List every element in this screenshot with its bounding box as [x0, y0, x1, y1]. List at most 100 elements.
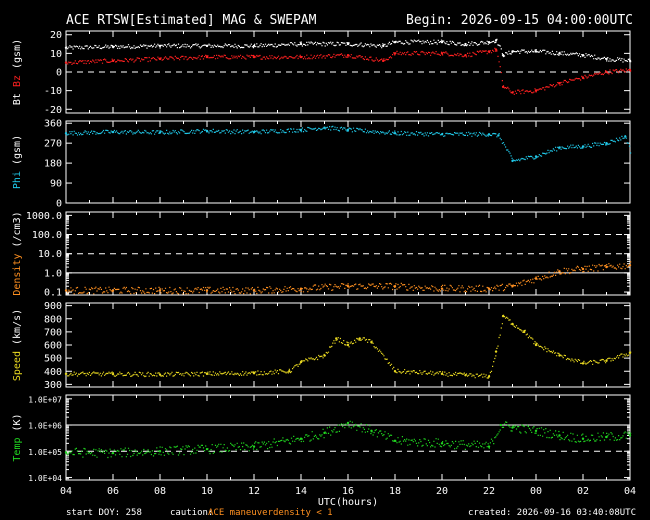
y-tick-label: 100.0: [32, 230, 62, 241]
data-point: [605, 265, 608, 269]
series-scatter: [66, 261, 632, 295]
y-tick-label: 1000.0: [26, 211, 62, 222]
data-point: [440, 442, 444, 445]
start-doy: start DOY: 258: [66, 508, 142, 518]
data-point: [628, 434, 632, 437]
y-axis-label-part: (km/s): [12, 309, 23, 351]
data-point: [605, 141, 608, 145]
data-point: [252, 44, 256, 48]
begin-timestamp: Begin: 2026-09-15 04:00:00UTC: [406, 13, 633, 28]
y-tick-label: -20: [44, 105, 62, 116]
data-point: [464, 42, 467, 46]
data-point: [158, 450, 162, 453]
x-axis: 04 06 08 10 12 14 16 18 20 22 00 02 04: [60, 486, 636, 497]
y-axis-label: Speed (km/s): [12, 309, 23, 381]
series-scatter: [66, 125, 632, 162]
data-point: [288, 370, 291, 373]
data-point: [64, 451, 68, 454]
x-tick-label: 14: [295, 486, 307, 497]
x-tick-label: 04: [624, 486, 636, 497]
data-point: [523, 330, 526, 334]
y-tick-label: 1.0E+06: [28, 422, 62, 431]
y-tick-label: 1.0E+04: [28, 474, 62, 483]
series-scatter: [66, 420, 632, 459]
y-axis-label-part: Density: [12, 254, 23, 296]
y-axis-label-part: Bt: [12, 93, 23, 105]
series-bz: [64, 47, 632, 95]
data-point: [534, 343, 538, 347]
x-tick-label: 00: [530, 486, 542, 497]
series-phi: [64, 125, 632, 163]
y-tick-label: 400: [44, 367, 62, 378]
panel-density: 1000.0 100.0 10.0 1.0 0.1 Density (/cm3): [12, 211, 632, 299]
y-axis-label: Density (/cm3): [12, 211, 23, 295]
panel-phi: 360 270 180 90 0 Phi (gsm): [12, 119, 632, 210]
y-tick-label: 500: [44, 354, 62, 365]
series-scatter: [66, 38, 632, 63]
y-axis-label: Bt Bz (gsm): [12, 39, 23, 105]
x-tick-label: 22: [483, 486, 495, 497]
data-point: [158, 289, 162, 292]
x-tick-label: 02: [577, 486, 589, 497]
caution-density: density < 1: [273, 508, 333, 518]
y-tick-label: 900: [44, 301, 62, 312]
x-tick-label: 06: [107, 486, 119, 497]
series-speed: [64, 314, 632, 379]
data-point: [494, 48, 498, 51]
y-tick-label: 270: [44, 139, 62, 150]
x-tick-label: 08: [154, 486, 166, 497]
series-temp: [64, 420, 632, 459]
data-point: [440, 287, 444, 290]
caution-label: caution:: [170, 508, 213, 518]
data-point: [494, 350, 498, 353]
x-tick-label: 10: [201, 486, 213, 497]
data-point: [581, 437, 585, 440]
y-axis-label-part: Phi: [12, 171, 23, 189]
y-tick-label: 10: [50, 49, 62, 60]
data-point: [511, 426, 514, 429]
y-axis-label-part: (gsm): [12, 39, 23, 75]
panel-temp: 1.0E+07 1.0E+06 1.0E+05 1.0E+04 Temp (K): [12, 394, 632, 483]
data-point: [64, 131, 68, 135]
x-tick-label: 12: [248, 486, 260, 497]
y-axis-label-part: Bz: [12, 75, 23, 93]
y-tick-label: 600: [44, 341, 62, 352]
data-point: [382, 44, 385, 48]
caution-maneuver: ACE maneuver: [208, 508, 274, 518]
y-tick-label: 20: [50, 30, 62, 41]
created-timestamp: created: 2026-09-16 03:40:08UTC: [468, 508, 636, 518]
data-point: [335, 337, 338, 340]
y-tick-label: 300: [44, 380, 62, 391]
panel-mag: 20 10 0 -10 -20 Bt Bz (gsm): [12, 30, 632, 116]
data-point: [111, 372, 115, 376]
series-scatter: [66, 314, 632, 379]
data-point: [346, 343, 350, 347]
data-point: [581, 267, 585, 271]
data-point: [501, 54, 505, 57]
panel-speed: 900 800 700 600 500 400 300 Speed (km/s): [12, 301, 632, 391]
y-tick-label: 10.0: [38, 249, 62, 260]
data-point: [534, 429, 538, 433]
series-bt: [64, 38, 632, 63]
data-point: [487, 445, 491, 448]
y-axis-label-part: Temp: [12, 438, 23, 462]
y-tick-label: 0: [56, 68, 62, 79]
y-tick-label: -10: [44, 86, 62, 97]
y-tick-label: 1.0: [44, 268, 62, 279]
y-axis-label-part: Speed: [12, 351, 23, 381]
y-axis-label: Temp (K): [12, 413, 23, 461]
x-tick-label: 04: [60, 486, 72, 497]
y-axis-label-part: (gsm): [12, 135, 23, 171]
y-tick-label: 1.0E+07: [28, 395, 62, 404]
data-point: [299, 42, 303, 46]
footer: start DOY: 258 caution: ACE maneuver den…: [66, 508, 636, 518]
data-point: [358, 337, 361, 340]
x-axis-label: UTC(hours): [318, 497, 378, 508]
series-scatter: [66, 47, 632, 95]
y-axis-label-part: (/cm3): [12, 211, 23, 253]
y-tick-label: 360: [44, 119, 62, 130]
x-tick-label: 18: [389, 486, 401, 497]
y-axis-label-part: (K): [12, 413, 23, 437]
